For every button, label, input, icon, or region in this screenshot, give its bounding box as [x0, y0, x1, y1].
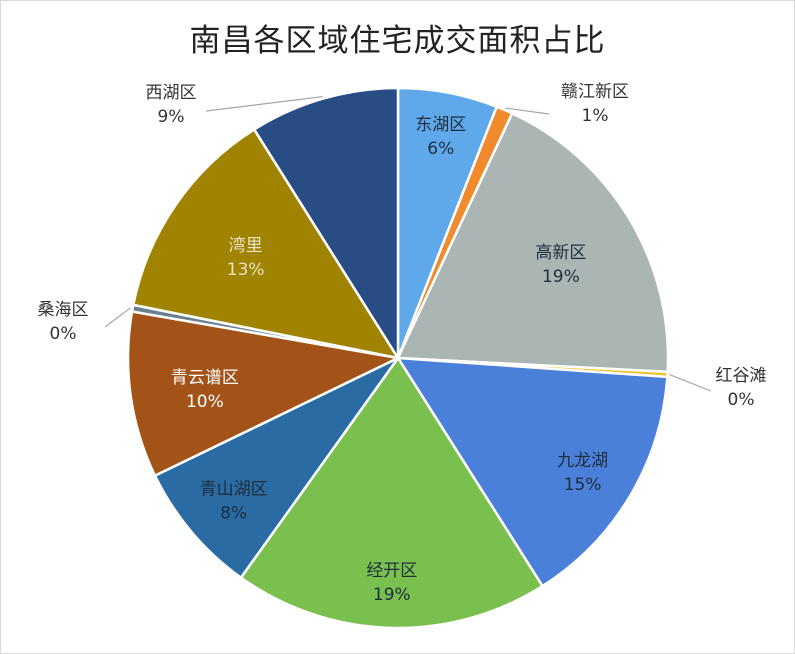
slice-percent-5: 19% — [373, 585, 411, 605]
leader-line-10 — [205, 96, 323, 112]
pie-slice-2 — [396, 112, 670, 374]
slice-label-10: 西湖区 — [146, 83, 197, 103]
pie-slice-10 — [252, 86, 400, 360]
slice-label-1: 赣江新区 — [561, 82, 629, 102]
leader-line-8 — [104, 307, 132, 328]
slice-label-2: 高新区 — [535, 243, 586, 263]
slice-percent-9: 13% — [227, 260, 265, 280]
slice-label-4: 九龙湖 — [557, 451, 608, 471]
pie-slice-4 — [396, 356, 669, 588]
chart-title: 南昌各区域住宅成交面积占比 — [189, 23, 606, 59]
leader-line-1 — [505, 107, 550, 115]
slice-percent-8: 0% — [50, 324, 77, 344]
slice-percent-4: 15% — [564, 475, 602, 495]
slice-percent-1: 1% — [582, 106, 609, 126]
slice-percent-10: 9% — [158, 107, 185, 127]
pie-slice-9 — [132, 128, 400, 360]
slice-percent-7: 10% — [186, 392, 224, 412]
slice-percent-2: 19% — [542, 267, 580, 287]
slice-percent-0: 6% — [427, 139, 454, 159]
slice-label-7: 青云谱区 — [171, 368, 239, 388]
pie-slice-6 — [153, 356, 400, 579]
slice-label-6: 青山湖区 — [200, 480, 268, 500]
slice-percent-3: 0% — [728, 390, 755, 410]
slice-label-0: 东湖区 — [415, 115, 466, 135]
slice-label-3: 红谷滩 — [716, 366, 767, 386]
slice-label-5: 经开区 — [366, 561, 417, 581]
pie-slice-5 — [239, 356, 544, 630]
slice-label-9: 湾里 — [229, 236, 263, 256]
leader-line-3 — [669, 373, 712, 392]
pie-slice-7 — [126, 310, 400, 477]
slice-label-8: 桑海区 — [38, 300, 89, 320]
slice-percent-6: 8% — [220, 504, 247, 524]
